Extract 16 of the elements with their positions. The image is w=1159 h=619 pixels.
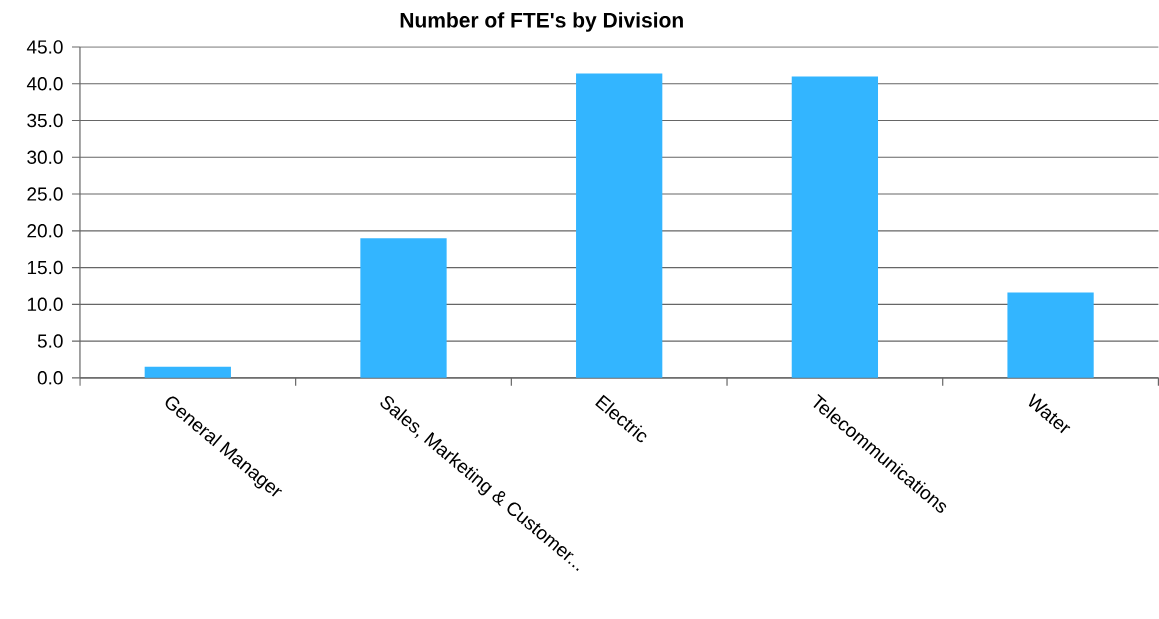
y-tick-label: 35.0 [27,113,63,128]
bar [791,76,879,378]
y-tick-label: 45.0 [26,40,63,54]
bar [144,366,231,378]
bar [1007,292,1094,378]
y-tick-label: 5.0 [37,334,63,348]
y-tick-label: 25.0 [27,187,63,201]
bar [576,73,663,378]
y-tick-label: 30.0 [27,150,63,165]
bar [360,238,447,378]
y-tick-label: 20.0 [27,224,63,238]
y-tick-label: 40.0 [26,77,63,91]
y-tick-label: 0.0 [37,371,63,385]
y-tick-label: 15.0 [27,260,63,275]
chart-title: Number of FTE's by Division [400,12,683,32]
y-tick-label: 10.0 [27,297,63,312]
